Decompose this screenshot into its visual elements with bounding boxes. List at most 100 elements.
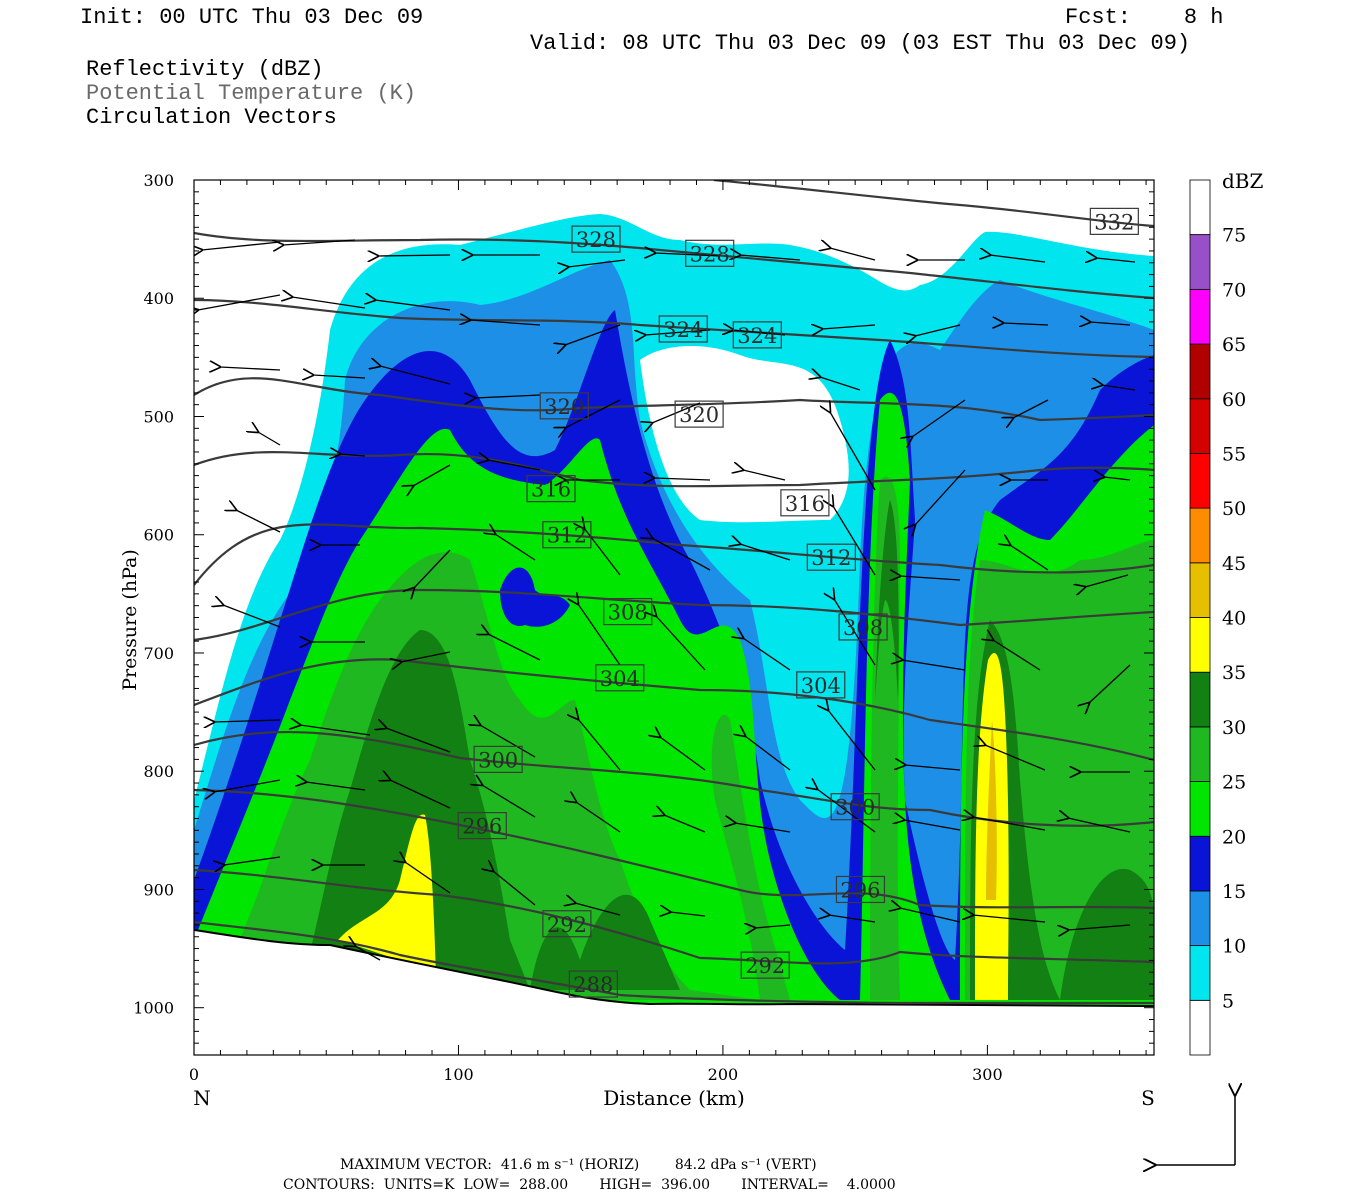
circulation-vector — [578, 719, 621, 771]
x-tick-label: 100 — [443, 1065, 474, 1084]
circulation-vector — [220, 367, 281, 370]
circulation-vector — [990, 255, 1046, 263]
theta-contours — [194, 180, 1154, 1005]
colorbar-unit-label: dBZ — [1222, 169, 1264, 193]
theta-label: 332 — [1094, 210, 1134, 234]
circulation-vector — [482, 785, 536, 818]
x-axis: 0 100 200 300 — [189, 180, 1147, 1084]
circulation-vector — [224, 856, 281, 865]
circulation-vector — [740, 255, 801, 260]
y-axis: 300 400 500 600 700 800 900 1000 — [133, 171, 1154, 1044]
colorbar-level-label: 70 — [1222, 279, 1246, 301]
theta-324-contour — [194, 298, 1154, 359]
theta-label: 324 — [663, 318, 703, 342]
theta-label: 288 — [573, 973, 613, 997]
theta-label-box — [542, 521, 592, 549]
theta-label: 324 — [737, 324, 777, 348]
theta-label: 296 — [462, 815, 502, 839]
circulation-vector — [576, 802, 621, 833]
colorbar-level-label: 40 — [1222, 608, 1246, 630]
circulation-vector — [900, 908, 961, 923]
dbz-30-column — [875, 500, 899, 700]
circulation-vector — [493, 871, 536, 906]
theta-label-box — [835, 875, 886, 904]
circulation-vector — [900, 576, 961, 580]
theta-label-box — [732, 321, 782, 349]
colorbar-level-label: 10 — [1222, 936, 1246, 958]
theta-label: 320 — [544, 395, 584, 419]
dbz-colorbar: 5 10 15 20 25 30 35 40 45 50 55 60 65 70 75 — [1189, 179, 1246, 1056]
circulation-vector — [390, 780, 451, 809]
theta-label-box — [838, 613, 888, 641]
circulation-vector — [1102, 385, 1136, 391]
theta-320-contour — [194, 377, 1154, 422]
circulation-vector — [733, 330, 786, 336]
circulation-vector — [578, 604, 621, 666]
colorbar-level-label: 15 — [1222, 881, 1246, 903]
circulation-vector — [973, 817, 1046, 831]
x-tick-label: 200 — [708, 1065, 739, 1084]
circulation-vector — [654, 478, 711, 480]
x-axis-left-end-label: N — [193, 1086, 211, 1110]
theta-label-box — [603, 597, 653, 626]
circulation-vector — [214, 779, 281, 792]
y-axis-title: Pressure (hPa) — [119, 549, 141, 691]
circulation-vector — [214, 720, 281, 722]
theta-label: 316 — [531, 478, 571, 502]
circulation-vector — [565, 324, 621, 345]
theta-332-contour — [713, 180, 1154, 228]
circulation-vector — [1085, 574, 1129, 587]
circulation-vector — [670, 912, 706, 916]
dbz-35-left-core — [338, 814, 436, 975]
circulation-vector — [829, 915, 876, 923]
theta-label: 296 — [840, 878, 880, 902]
circulation-vector — [401, 651, 451, 662]
colorbar-level-label: 65 — [1222, 334, 1246, 356]
theta-label-box — [806, 543, 856, 571]
theta-288-contour — [194, 920, 1154, 1005]
y-tick-label: 300 — [143, 171, 174, 190]
circulation-vector — [480, 725, 536, 758]
reference-vector-key — [1155, 1095, 1235, 1165]
circulation-vector — [313, 375, 366, 378]
theta-292-contour — [194, 868, 1154, 965]
colorbar-level-label: 60 — [1222, 389, 1246, 411]
theta-label-box — [1089, 207, 1139, 235]
circulation-vector — [378, 255, 451, 256]
theta-label-box — [571, 225, 621, 253]
colorbar-segment — [1189, 179, 1211, 236]
y-tick-label: 700 — [143, 644, 174, 663]
colorbar-segment — [1189, 398, 1211, 454]
reflectivity-field — [194, 214, 1154, 1055]
colorbar-segment — [1189, 234, 1211, 290]
dbz-30-right-cell — [1060, 868, 1154, 1000]
theta-label-box — [526, 475, 576, 503]
theta-312-contour — [194, 523, 1154, 586]
colorbar-segment — [1189, 945, 1211, 1001]
colorbar-level-label: 20 — [1222, 826, 1246, 848]
dbz-5-clear-gap — [640, 345, 849, 523]
colorbar-segment — [1189, 890, 1211, 947]
theta-label-box — [685, 239, 735, 267]
theta-label-group: 328 328 332 324 324 320 320 316 316 312 312 308 308 3… — [457, 207, 1139, 998]
theta-label: 328 — [690, 242, 730, 266]
theta-label: 292 — [547, 913, 587, 937]
legend-circulation-vectors: Circulation Vectors — [86, 105, 337, 130]
colorbar-segment — [1189, 453, 1211, 509]
circulation-vector — [1096, 258, 1136, 262]
colorbar-segment — [1189, 507, 1211, 564]
circulation-vector — [1010, 545, 1049, 571]
x-tick-label: 0 — [189, 1065, 199, 1084]
circulation-vector — [1068, 818, 1131, 833]
circulation-vector — [833, 506, 876, 576]
circulation-vector — [1090, 322, 1131, 325]
circulation-vector — [1068, 925, 1131, 930]
circulation-vector — [993, 640, 1041, 671]
y-tick-label: 500 — [143, 407, 174, 426]
circulation-vector — [380, 366, 451, 385]
circulation-vector — [905, 765, 961, 771]
circulation-vector — [475, 395, 541, 398]
theta-label: 300 — [835, 796, 875, 820]
circulation-vector — [340, 454, 366, 456]
